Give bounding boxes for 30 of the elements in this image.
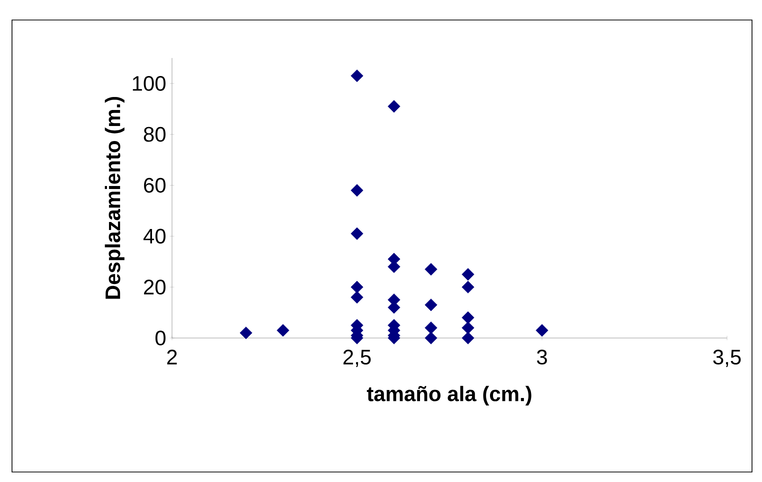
y-tick-label: 0 <box>155 330 166 346</box>
point <box>462 311 474 324</box>
point <box>240 326 252 340</box>
y-axis-title: Desplazamiento (m.) <box>104 96 124 299</box>
point <box>350 280 364 294</box>
point <box>424 332 438 344</box>
point <box>276 324 290 337</box>
point <box>462 322 474 334</box>
y-tick-label: 80 <box>144 126 166 142</box>
y-tick-label: 40 <box>143 228 166 244</box>
point <box>462 268 474 281</box>
point <box>350 70 364 82</box>
point <box>462 280 474 294</box>
x-tick-label: 3,5 <box>713 350 741 368</box>
point <box>424 298 438 312</box>
point <box>536 324 548 337</box>
x-tick-label: 2 <box>167 350 177 364</box>
point <box>388 100 400 113</box>
point <box>462 332 474 344</box>
point <box>424 262 438 276</box>
y-tick-label: 100 <box>132 76 166 91</box>
point <box>424 322 438 334</box>
point <box>350 184 364 197</box>
x-tick-label: 3 <box>536 350 547 365</box>
y-tick-label: 20 <box>144 280 166 295</box>
y-tick-label: 60 <box>144 178 166 193</box>
point <box>350 227 364 240</box>
x-tick-label: 2,5 <box>343 350 371 368</box>
x-axis-title: tamaño ala (cm.) <box>366 386 532 406</box>
point <box>350 290 364 304</box>
